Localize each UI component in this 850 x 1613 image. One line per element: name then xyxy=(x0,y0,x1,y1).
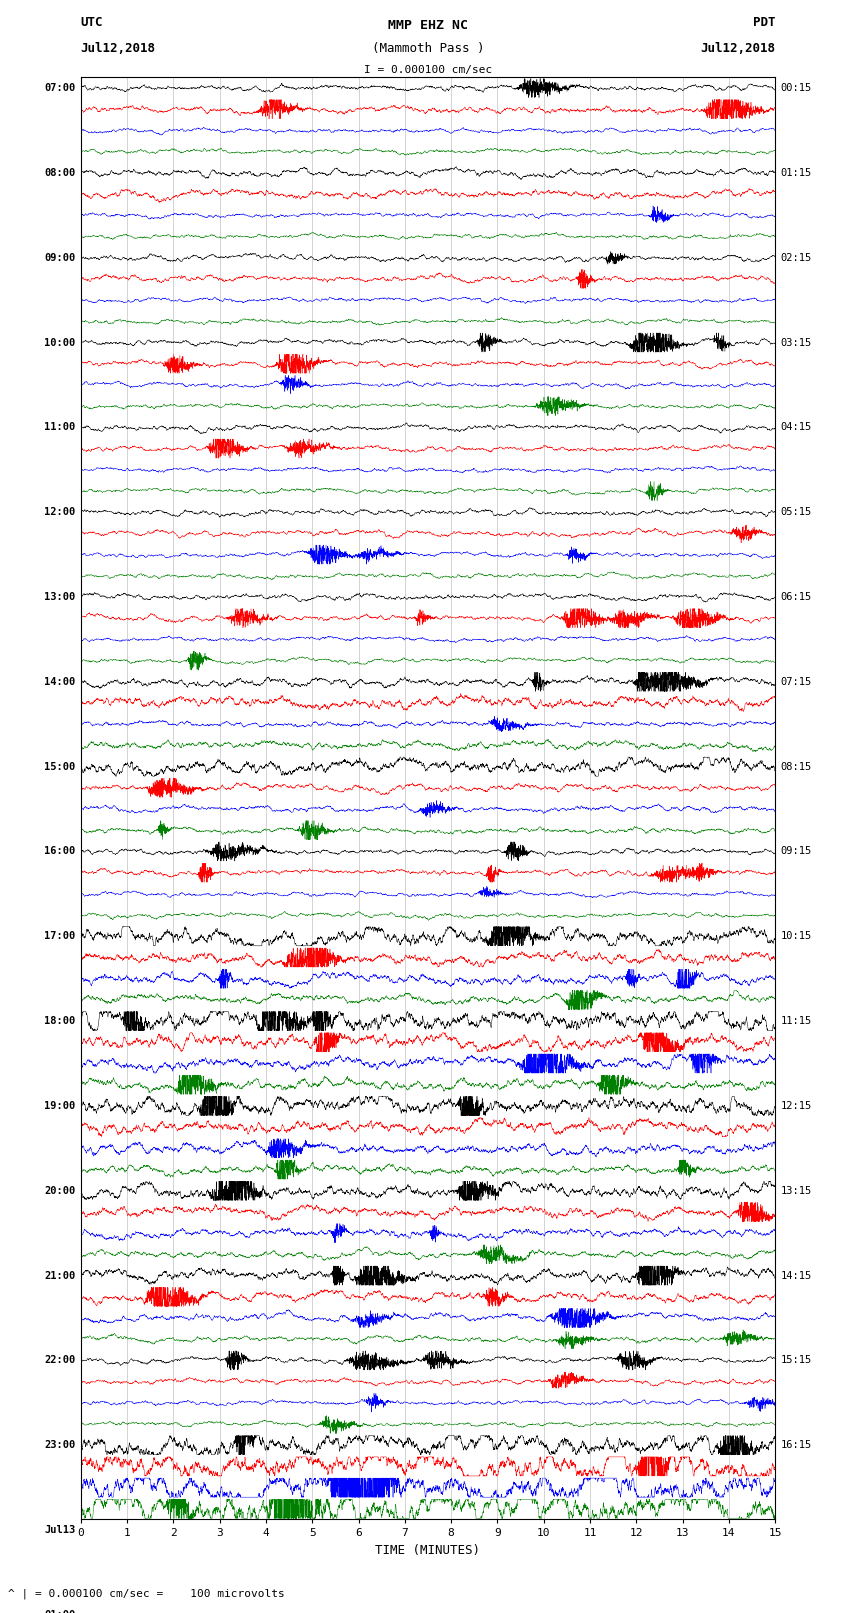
X-axis label: TIME (MINUTES): TIME (MINUTES) xyxy=(376,1544,480,1557)
Text: 08:15: 08:15 xyxy=(780,761,812,771)
Text: UTC: UTC xyxy=(81,16,103,29)
Text: 11:15: 11:15 xyxy=(780,1016,812,1026)
Text: 16:00: 16:00 xyxy=(44,847,76,857)
Text: 18:00: 18:00 xyxy=(44,1016,76,1026)
Text: 10:15: 10:15 xyxy=(780,931,812,942)
Text: I = 0.000100 cm/sec: I = 0.000100 cm/sec xyxy=(364,65,492,74)
Text: 07:00: 07:00 xyxy=(44,82,76,94)
Text: 15:15: 15:15 xyxy=(780,1355,812,1365)
Text: 19:00: 19:00 xyxy=(44,1102,76,1111)
Text: 01:15: 01:15 xyxy=(780,168,812,177)
Text: 22:00: 22:00 xyxy=(44,1355,76,1365)
Text: 16:15: 16:15 xyxy=(780,1440,812,1450)
Text: ^ | = 0.000100 cm/sec =    100 microvolts: ^ | = 0.000100 cm/sec = 100 microvolts xyxy=(8,1589,286,1598)
Text: 05:15: 05:15 xyxy=(780,506,812,518)
Text: PDT: PDT xyxy=(753,16,775,29)
Text: Jul12,2018: Jul12,2018 xyxy=(81,42,156,55)
Text: 07:15: 07:15 xyxy=(780,677,812,687)
Text: 13:00: 13:00 xyxy=(44,592,76,602)
Text: 13:15: 13:15 xyxy=(780,1186,812,1195)
Text: MMP EHZ NC: MMP EHZ NC xyxy=(388,19,468,32)
Text: 12:00: 12:00 xyxy=(44,506,76,518)
Text: 12:15: 12:15 xyxy=(780,1102,812,1111)
Text: 11:00: 11:00 xyxy=(44,423,76,432)
Text: 14:15: 14:15 xyxy=(780,1271,812,1281)
Text: 02:15: 02:15 xyxy=(780,253,812,263)
Text: 01:00: 01:00 xyxy=(44,1610,76,1613)
Text: 04:15: 04:15 xyxy=(780,423,812,432)
Text: 21:00: 21:00 xyxy=(44,1271,76,1281)
Text: Jul13: Jul13 xyxy=(44,1524,76,1536)
Text: 09:15: 09:15 xyxy=(780,847,812,857)
Text: 17:00: 17:00 xyxy=(44,931,76,942)
Text: 20:00: 20:00 xyxy=(44,1186,76,1195)
Text: (Mammoth Pass ): (Mammoth Pass ) xyxy=(371,42,484,55)
Text: 23:00: 23:00 xyxy=(44,1440,76,1450)
Text: 03:15: 03:15 xyxy=(780,337,812,347)
Text: Jul12,2018: Jul12,2018 xyxy=(700,42,775,55)
Text: 00:15: 00:15 xyxy=(780,82,812,94)
Text: 10:00: 10:00 xyxy=(44,337,76,347)
Text: 08:00: 08:00 xyxy=(44,168,76,177)
Text: 06:15: 06:15 xyxy=(780,592,812,602)
Text: 15:00: 15:00 xyxy=(44,761,76,771)
Text: 14:00: 14:00 xyxy=(44,677,76,687)
Text: 09:00: 09:00 xyxy=(44,253,76,263)
